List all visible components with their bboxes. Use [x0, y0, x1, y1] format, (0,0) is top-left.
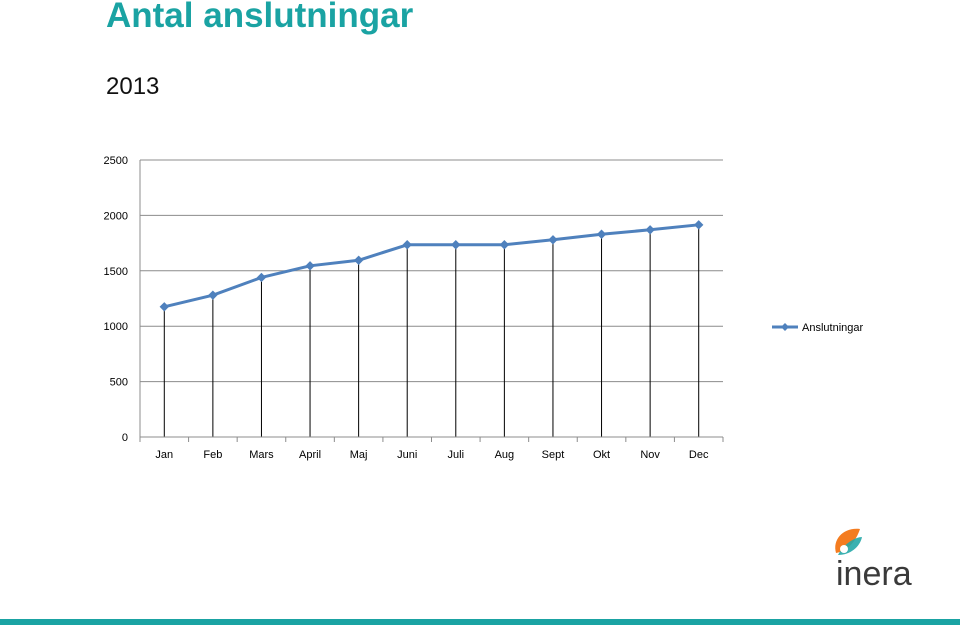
y-tick-label: 2000 [104, 210, 128, 222]
x-tick-label: Dec [689, 449, 709, 461]
data-point-marker [499, 240, 510, 250]
data-point-marker [256, 272, 267, 283]
legend-marker [781, 323, 789, 331]
drop-lines [163, 224, 700, 437]
data-point-marker [353, 255, 364, 265]
x-tick-label: Maj [350, 449, 368, 461]
inera-logo-text: inera [836, 555, 912, 590]
data-point-marker [208, 290, 218, 300]
x-tick-label: Feb [203, 449, 222, 461]
x-tick-label: Aug [495, 449, 515, 461]
x-tick-label: Mars [249, 449, 274, 461]
leaf-dot-shape [840, 545, 848, 553]
data-point-marker [548, 235, 558, 245]
series-anslutningar [159, 220, 704, 312]
x-tick-label: Okt [593, 449, 610, 461]
y-tick-label: 500 [110, 377, 128, 389]
data-point-marker [645, 225, 655, 235]
slide-title: Antal anslutningar [106, 0, 414, 35]
inera-logo: inera [835, 528, 912, 590]
bottom-accent-bar [0, 619, 960, 625]
x-tick-label: Nov [640, 449, 660, 461]
x-tick-label: Juni [397, 449, 417, 461]
y-tick-label: 1500 [104, 266, 128, 278]
x-tick-label: April [299, 449, 321, 461]
series-line [163, 223, 699, 309]
data-point-marker [402, 240, 412, 250]
slide-subtitle: 2013 [106, 73, 160, 100]
data-point-marker [451, 240, 461, 250]
x-tick-label: Sept [542, 449, 565, 461]
legend: Anslutningar [772, 322, 863, 334]
legend-label: Anslutningar [802, 322, 863, 334]
gridlines [140, 159, 723, 383]
x-tick-label: Jan [155, 449, 173, 461]
inera-leaf-icon [835, 528, 862, 555]
y-tick-label: 1000 [104, 321, 128, 333]
data-point-marker [596, 229, 607, 239]
x-tick-label: Juli [448, 449, 465, 461]
y-tick-label: 0 [122, 432, 128, 444]
data-point-marker [159, 302, 169, 312]
axes: 0 500 1000 1500 2000 2500 Jan Feb Mars April Maj Ju… [104, 155, 724, 461]
data-point-marker [694, 220, 704, 230]
data-point-marker [305, 261, 315, 271]
y-tick-label: 2500 [104, 155, 128, 167]
